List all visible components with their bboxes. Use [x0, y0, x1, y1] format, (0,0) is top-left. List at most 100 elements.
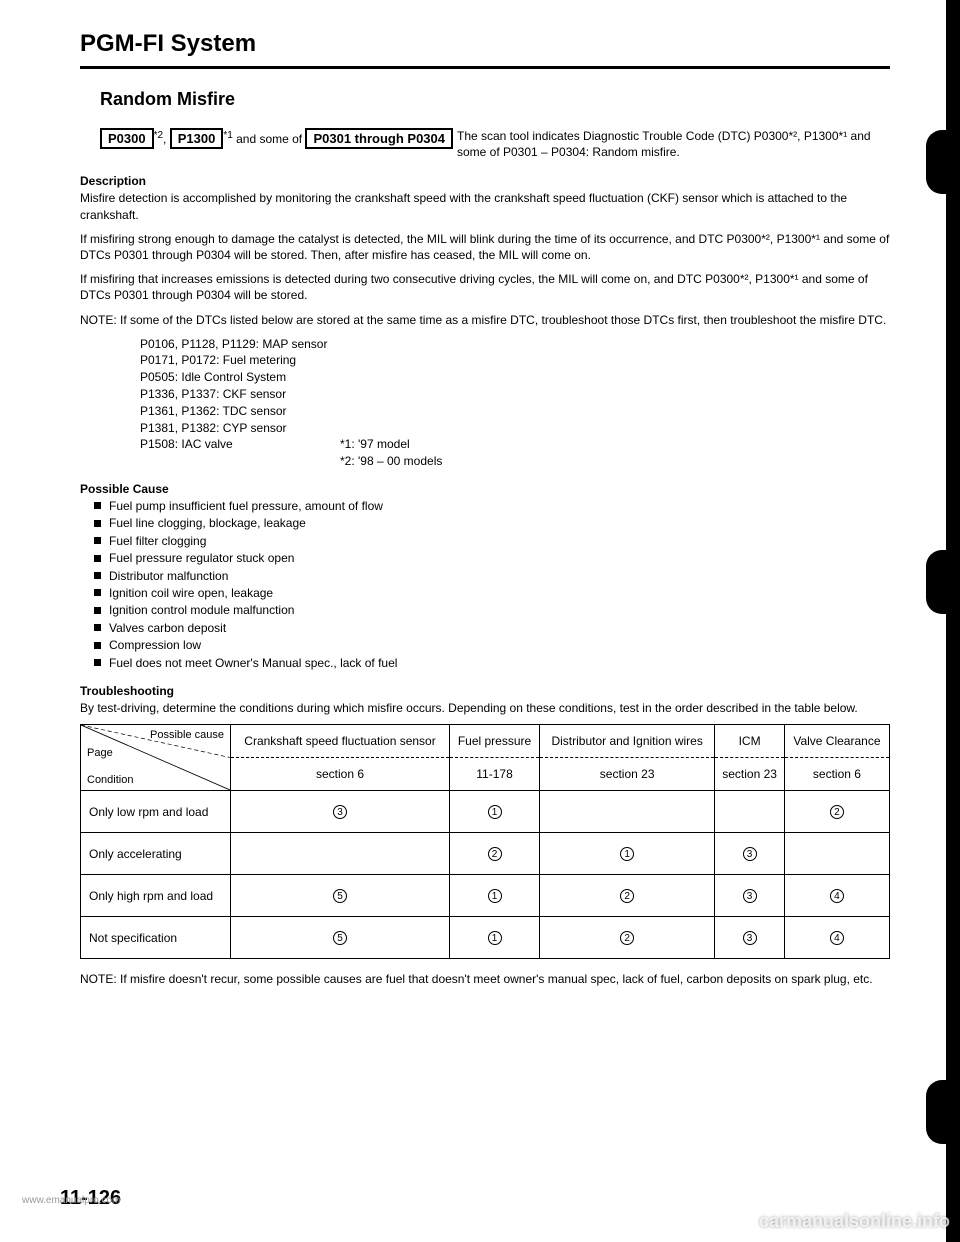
cause-item: Fuel pump insufficient fuel pressure, am… [94, 498, 890, 515]
cause-item: Ignition coil wire open, leakage [94, 585, 890, 602]
title-rule [80, 66, 890, 69]
order-circle: 5 [333, 931, 347, 945]
order-circle: 1 [488, 931, 502, 945]
table-cell: 3 [231, 791, 450, 833]
table-cell [715, 791, 785, 833]
corner-label-bot: Condition [87, 774, 133, 786]
table-cell: 2 [450, 833, 540, 875]
table-row: Only high rpm and load 5 1 2 3 4 [81, 875, 890, 917]
order-circle: 4 [830, 931, 844, 945]
table-cell: 1 [540, 833, 715, 875]
order-circle: 5 [333, 889, 347, 903]
list-item-last-row: P1508: IAC valve *1: '97 model *2: '98 –… [140, 436, 890, 470]
order-circle: 3 [743, 931, 757, 945]
col-subheader: section 23 [715, 758, 785, 791]
description-p3: If misfiring that increases emissions is… [80, 271, 890, 303]
order-circle: 1 [488, 805, 502, 819]
page-content: PGM-FI System Random Misfire P0300*2, P1… [0, 0, 960, 987]
list-item: P1361, P1362: TDC sensor [140, 403, 890, 420]
list-item: P0171, P0172: Fuel metering [140, 352, 890, 369]
col-subheader: section 23 [540, 758, 715, 791]
list-item: P0106, P1128, P1129: MAP sensor [140, 336, 890, 353]
table-cell: 2 [540, 917, 715, 959]
model-footnotes: *1: '97 model *2: '98 – 00 models [340, 436, 442, 470]
table-row: Only accelerating 2 1 3 [81, 833, 890, 875]
table-row: Only low rpm and load 3 1 2 [81, 791, 890, 833]
corner-label-top: Possible cause [81, 729, 224, 741]
order-circle: 2 [830, 805, 844, 819]
list-item: P1336, P1337: CKF sensor [140, 386, 890, 403]
order-circle: 2 [488, 847, 502, 861]
condition-cell: Only low rpm and load [81, 791, 231, 833]
troubleshooting-heading: Troubleshooting [80, 684, 890, 698]
dtc-mid: and some of [233, 132, 306, 146]
dtc-box-p0300: P0300 [100, 128, 154, 149]
troubleshooting-block: Troubleshooting By test-driving, determi… [80, 684, 890, 959]
table-row: Not specification 5 1 2 3 4 [81, 917, 890, 959]
table-cell: 3 [715, 875, 785, 917]
thumb-tab-middle [926, 550, 960, 614]
dtc-indicator-row: P0300*2, P1300*1 and some of P0301 throu… [100, 128, 890, 160]
dtc-description: The scan tool indicates Diagnostic Troub… [457, 128, 890, 160]
cause-item: Fuel pressure regulator stuck open [94, 550, 890, 567]
col-header: Crankshaft speed fluctuation sensor [231, 725, 450, 758]
list-item: P0505: Idle Control System [140, 369, 890, 386]
cause-item: Compression low [94, 637, 890, 654]
order-circle: 2 [620, 931, 634, 945]
description-heading: Description [80, 174, 890, 188]
order-circle: 3 [743, 889, 757, 903]
table-cell: 3 [715, 917, 785, 959]
description-p2: If misfiring strong enough to damage the… [80, 231, 890, 263]
table-corner-cell: Possible cause Page Condition [81, 725, 231, 791]
dtc-priority-list: P0106, P1128, P1129: MAP sensor P0171, P… [140, 336, 890, 470]
table-cell: 3 [715, 833, 785, 875]
table-cell: 1 [450, 917, 540, 959]
description-p1: Misfire detection is accomplished by mon… [80, 190, 890, 222]
table-cell: 1 [450, 791, 540, 833]
watermark-right: carmanualsonline.info [759, 1211, 950, 1232]
watermark-left: www.emanualpro.com [22, 1195, 120, 1206]
table-cell [784, 833, 889, 875]
dtc-box-p1300: P1300 [170, 128, 224, 149]
description-block: Description Misfire detection is accompl… [80, 174, 890, 470]
section-subtitle: Random Misfire [100, 89, 890, 110]
order-circle: 2 [620, 889, 634, 903]
order-circle: 1 [488, 889, 502, 903]
table-cell [540, 791, 715, 833]
cause-item: Fuel does not meet Owner's Manual spec.,… [94, 655, 890, 672]
page-title: PGM-FI System [80, 30, 890, 58]
order-circle: 4 [830, 889, 844, 903]
corner-label-mid: Page [87, 747, 113, 759]
cause-item: Distributor malfunction [94, 568, 890, 585]
thumb-tab-lower [926, 1080, 960, 1144]
footer-note: NOTE: If misfire doesn't recur, some pos… [80, 971, 890, 987]
table-cell: 4 [784, 875, 889, 917]
troubleshooting-intro: By test-driving, determine the condition… [80, 700, 890, 716]
cause-item: Ignition control module malfunction [94, 602, 890, 619]
footnote-1: *1: '97 model [340, 437, 410, 451]
possible-cause-heading: Possible Cause [80, 482, 890, 496]
order-circle: 3 [743, 847, 757, 861]
table-cell: 1 [450, 875, 540, 917]
col-subheader: 11-178 [450, 758, 540, 791]
cause-item: Fuel line clogging, blockage, leakage [94, 515, 890, 532]
dtc-box-range: P0301 through P0304 [305, 128, 453, 149]
dtc-left-group: P0300*2, P1300*1 and some of P0301 throu… [100, 128, 453, 149]
cause-item: Fuel filter clogging [94, 533, 890, 550]
table-cell [231, 833, 450, 875]
table-cell: 5 [231, 917, 450, 959]
dtc-sup-2: *1 [223, 130, 232, 141]
condition-cell: Only high rpm and load [81, 875, 231, 917]
list-item: P1381, P1382: CYP sensor [140, 420, 890, 437]
footnote-2: *2: '98 – 00 models [340, 454, 442, 468]
order-circle: 3 [333, 805, 347, 819]
col-header: Distributor and Ignition wires [540, 725, 715, 758]
dtc-sep: , [163, 132, 170, 146]
list-item-last-left: P1508: IAC valve [140, 436, 340, 470]
col-header: ICM [715, 725, 785, 758]
col-header: Fuel pressure [450, 725, 540, 758]
condition-cell: Not specification [81, 917, 231, 959]
condition-cell: Only accelerating [81, 833, 231, 875]
description-p4: NOTE: If some of the DTCs listed below a… [80, 312, 890, 328]
table-cell: 4 [784, 917, 889, 959]
